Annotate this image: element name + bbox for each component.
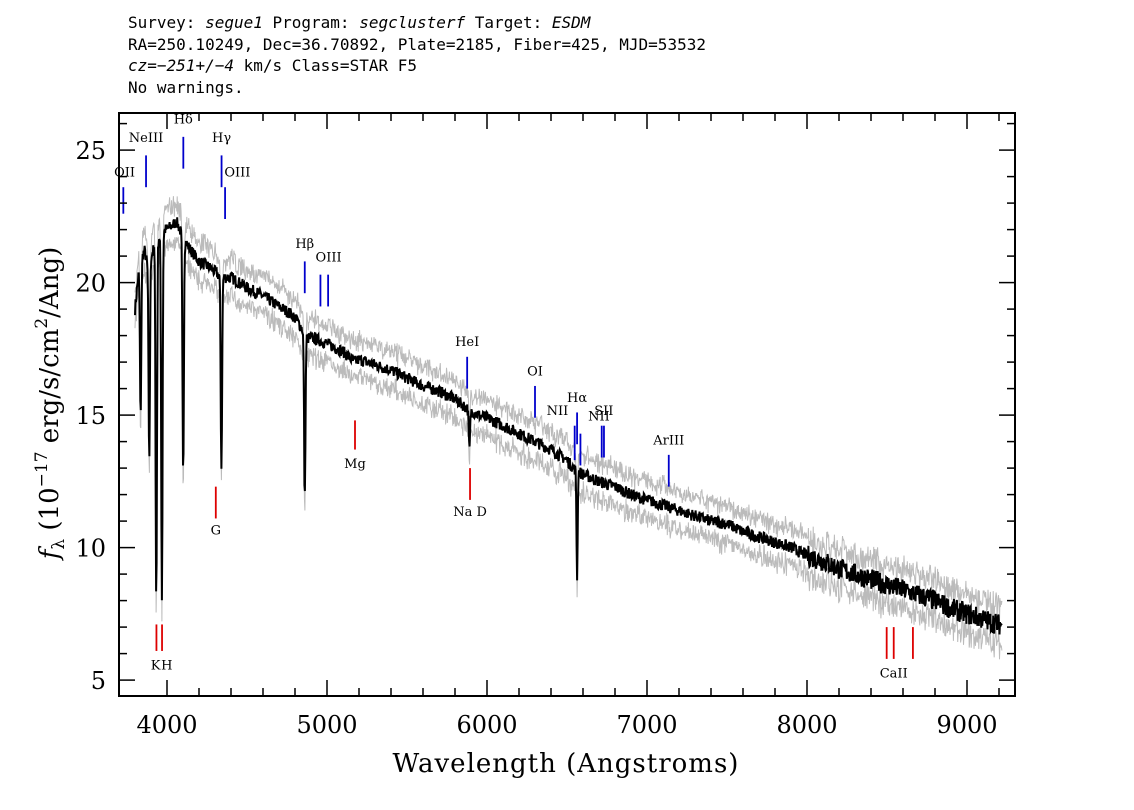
survey-part: segue1 [205,13,263,32]
y-tick-label: 10 [75,535,106,563]
absorption-line-label: Na D [453,505,487,520]
plot-frame [118,112,1016,697]
y-label-part: 2 [32,318,52,329]
error-band [134,196,1003,660]
absorption-line-label: G [211,523,221,538]
x-tick-label: 6000 [456,711,517,739]
absorption-line-label: K [151,659,161,674]
y-label-part: −17 [32,451,52,487]
emission-line-label: OII [114,166,135,181]
y-label-part: /Ang) [35,247,65,318]
flux-line [134,217,1003,635]
emission-line-label: Hδ [174,113,193,128]
x-tick-label: 5000 [296,711,357,739]
header-coordinates-line: RA=250.10249, Dec=36.70892, Plate=2185, … [128,34,706,54]
survey-part: Survey: [128,13,206,32]
emission-line-label: SII [594,404,613,419]
emission-line-label: OIII [224,166,250,181]
emission-line-label: NII [588,409,610,424]
survey-part: Target: [465,13,552,32]
emission-line-label: HeI [455,335,479,350]
y-label-part: λ [49,539,69,550]
emission-line-label: OI [527,364,543,379]
header-redshift-line: cz=−251+/−4 km/s Class=STAR F5 [128,55,706,77]
emission-line-label: ArIII [652,433,684,448]
y-tick-label: 25 [75,137,106,165]
axes: 4000 5000 6000 7000 8000 9000 5 10 15 20 25 [75,112,1016,739]
y-label-part: erg/s/cm [35,329,65,452]
header-survey-line: Survey: segue1 Program: segclusterf Targ… [128,12,706,34]
survey-part: Program: [262,13,360,32]
error-lower-line [134,236,1003,660]
y-tick-label: 20 [75,270,106,298]
header-warnings-line: No warnings. [128,77,244,97]
emission-line-label: OIII [316,250,342,265]
redshift-part: −251+/−4 [156,56,234,75]
error-upper-line [134,196,1003,621]
spectrum-header: Survey: segue1 Program: segclusterf Targ… [128,12,706,98]
emission-line-label: Hα [567,391,587,406]
emission-line-label: Hγ [212,131,231,146]
x-tick-label: 7000 [616,711,677,739]
emission-line-label: Hβ [295,237,314,252]
survey-part: ESDM [551,13,591,32]
x-tick-label: 8000 [776,711,837,739]
x-tick-label: 9000 [936,711,997,739]
emission-line-label: NII [547,404,569,419]
redshift-part: cz= [128,56,157,75]
absorption-line-label: H [161,659,172,674]
redshift-part: km/s Class=STAR F5 [233,56,417,75]
y-label-part: (10 [35,487,65,539]
line-markers: OIINeIIIHδHγOIIIHβOIIIHeIOINIIHαNIISIIAr… [114,113,914,681]
y-tick-label: 15 [75,402,106,430]
flux-series [134,217,1003,635]
x-axis-label: Wavelength (Angstroms) [393,749,740,779]
survey-part: segclusterf [359,13,466,32]
absorption-line-label: CaII [880,666,908,681]
absorption-line-label: Mg [344,457,366,472]
emission-line-label: NeIII [129,131,163,146]
y-tick-label: 5 [91,667,106,695]
y-axis-label: fλ (10−17 erg/s/cm2/Ang) [32,247,69,562]
x-tick-label: 4000 [136,711,197,739]
